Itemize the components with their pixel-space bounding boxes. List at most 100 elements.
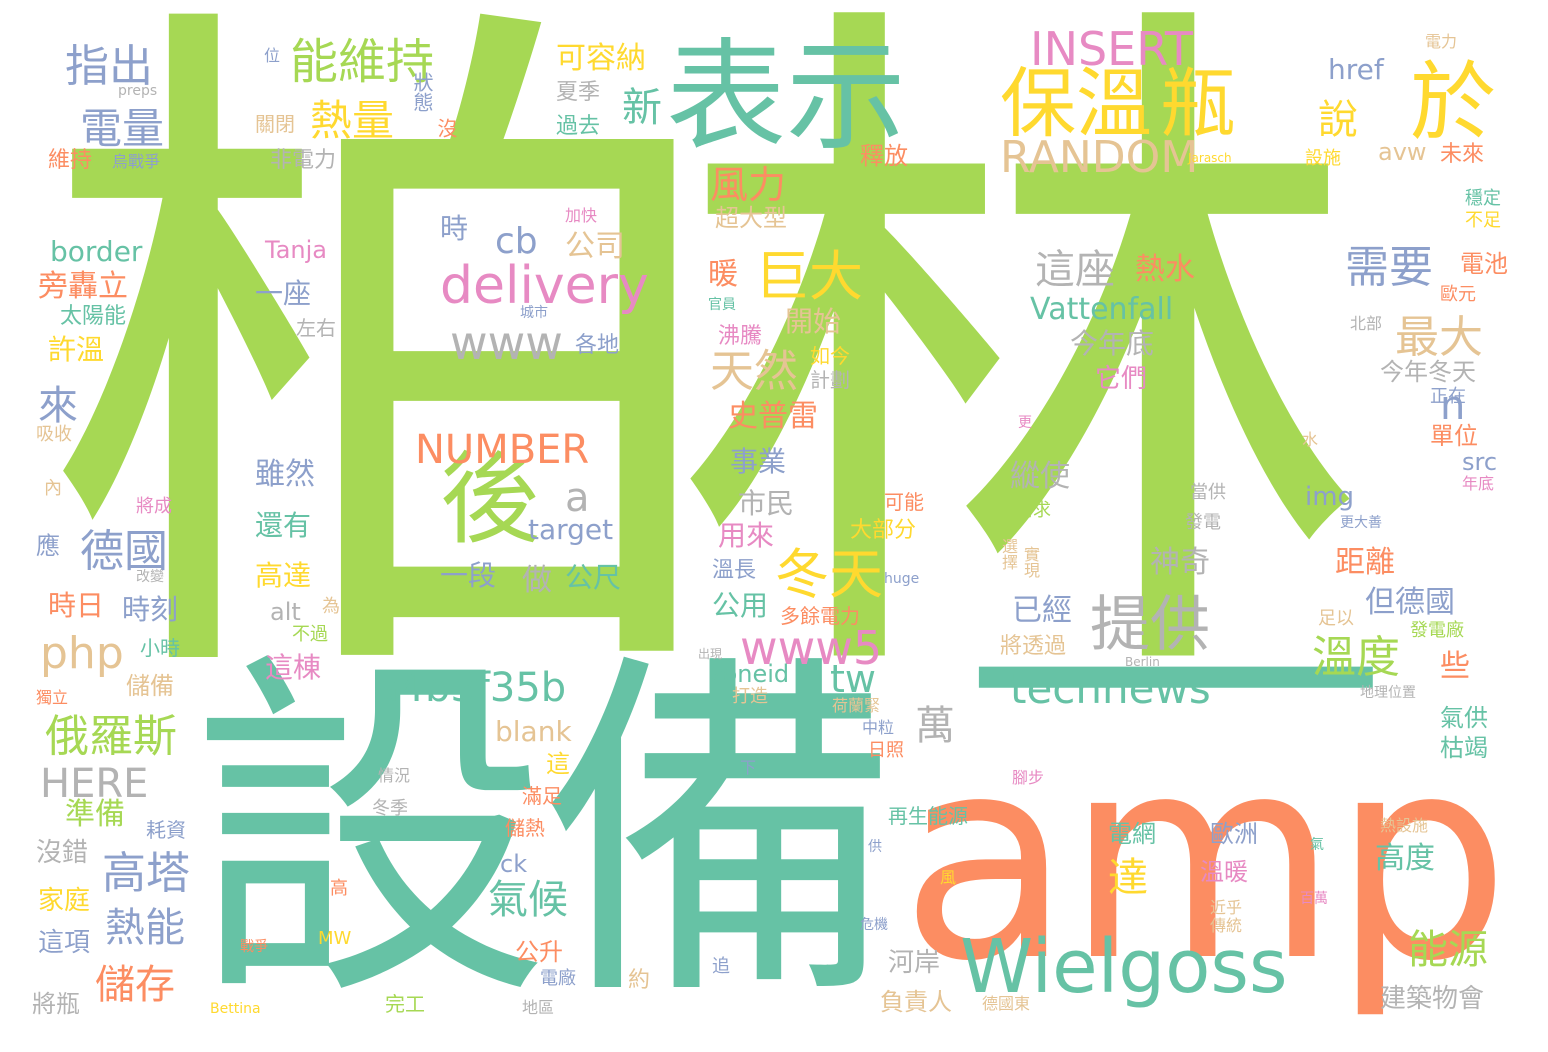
cloud-word: 家庭 — [38, 886, 91, 916]
cloud-word: Tanja — [265, 236, 327, 264]
cloud-word: ck — [500, 850, 528, 878]
cloud-word: 一段 — [440, 559, 497, 592]
cloud-word: 冬季 — [372, 798, 408, 819]
cloud-word: Vattenfall — [1030, 292, 1174, 327]
cloud-word: 沸騰 — [718, 324, 763, 349]
cloud-word: 烏戰爭 — [112, 152, 161, 171]
cloud-word: 時刻 — [122, 593, 179, 626]
cloud-word: src — [1462, 448, 1498, 476]
cloud-word: 氣候 — [488, 877, 568, 923]
cloud-word: target — [528, 513, 614, 546]
cloud-word: 這棟 — [265, 651, 322, 684]
cloud-word: 需求 — [1015, 500, 1051, 521]
cloud-word: 下 — [740, 758, 757, 777]
cloud-word: 更 — [1018, 415, 1032, 431]
cloud-word: 今年底 — [1070, 327, 1155, 360]
cloud-word: 暖 — [708, 257, 738, 292]
cloud-word: 儲熱 — [505, 816, 545, 840]
cloud-word: 熱量 — [310, 96, 395, 145]
cloud-word: 萬 — [915, 703, 955, 749]
cloud-word: 出現 — [698, 647, 723, 661]
cloud-word: 瓶 — [1160, 59, 1236, 148]
cloud-word: 供 — [868, 839, 882, 855]
cloud-word: 太陽能 — [60, 304, 127, 329]
cloud-word: 後 — [440, 441, 540, 558]
cloud-word: alt — [270, 598, 301, 626]
cloud-word: 地區 — [522, 998, 555, 1017]
cloud-word: 公尺 — [565, 561, 622, 594]
cloud-word: 熱水 — [1135, 252, 1195, 287]
cloud-word: 指出 — [65, 41, 153, 92]
cloud-word: 滿足 — [522, 784, 562, 808]
cloud-word: 許溫 — [48, 333, 105, 366]
cloud-word: HERE — [40, 761, 149, 807]
cloud-word: 神奇 — [1150, 545, 1210, 580]
cloud-word: 於 — [1410, 53, 1496, 153]
cloud-word: 能維持 — [290, 34, 435, 90]
cloud-word: 為 — [322, 596, 340, 617]
cloud-word: 溫度 — [1312, 632, 1400, 683]
cloud-word: 用來 — [718, 519, 775, 552]
cloud-word: 表示 — [666, 28, 906, 167]
cloud-word: 電廠 — [540, 968, 576, 989]
cloud-word: n — [1440, 383, 1466, 429]
cloud-word: 俄羅斯 — [45, 711, 177, 762]
cloud-word: 應 — [36, 532, 60, 560]
cloud-word: RANDOM — [1000, 132, 1199, 183]
cloud-word: 夏季 — [556, 80, 601, 105]
cloud-word: php — [40, 628, 124, 679]
cloud-word: 高達 — [255, 559, 312, 592]
cloud-word: 完工 — [385, 992, 425, 1016]
cloud-word: 未來 — [1440, 142, 1485, 167]
cloud-word: zoneid — [710, 660, 790, 688]
cloud-word: 沒錯 — [36, 838, 89, 868]
cloud-word: 年底 — [1462, 474, 1495, 493]
cloud-word: 城市 — [520, 305, 548, 321]
cloud-word: 追 — [712, 956, 730, 977]
cloud-word: www — [450, 316, 563, 370]
cloud-word: 說 — [1318, 97, 1358, 143]
cloud-word: 還有 — [255, 509, 312, 542]
cloud-word: 再生能源 — [888, 804, 968, 828]
cloud-word: 開始 — [785, 305, 842, 338]
cloud-word: 內 — [44, 478, 62, 499]
cloud-word: 戰爭 — [240, 939, 268, 955]
cloud-word: 這項 — [38, 928, 91, 958]
cloud-word: 儲存 — [95, 962, 175, 1008]
cloud-word: 時日 — [48, 589, 105, 622]
cloud-word: huge — [884, 571, 920, 587]
cloud-word: 事業 — [730, 445, 787, 478]
cloud-word: 做 — [522, 563, 552, 598]
cloud-word: MW — [318, 928, 352, 949]
cloud-word: a4b3f35b — [375, 665, 567, 711]
cloud-word: 不足 — [1465, 210, 1501, 231]
cloud-word: 這座 — [1035, 247, 1115, 293]
cloud-word: 官員 — [708, 297, 736, 313]
cloud-word: 北部 — [1350, 314, 1383, 333]
cloud-word: 史普雷 — [728, 399, 818, 434]
cloud-word: 約 — [628, 968, 651, 993]
cloud-word: 歐元 — [1440, 284, 1476, 305]
cloud-word: 公升 — [515, 938, 563, 966]
cloud-word: 電量 — [80, 104, 165, 153]
cloud-word: a — [565, 475, 590, 521]
cloud-word: 將成 — [136, 496, 172, 517]
cloud-word: 新 — [622, 85, 662, 131]
cloud-word: 左右 — [296, 316, 336, 340]
cloud-word: 高 — [330, 878, 348, 899]
cloud-word: www5 — [740, 621, 883, 675]
cloud-word: 枯竭 — [1440, 734, 1488, 762]
cloud-word: 中粒 — [862, 718, 895, 737]
cloud-word: 大部分 — [850, 518, 917, 543]
cloud-word: 位 — [264, 46, 281, 65]
cloud-word: Bettina — [210, 1001, 261, 1017]
cloud-word: 電池 — [1460, 250, 1508, 278]
cloud-word: 可能 — [884, 490, 924, 514]
cloud-word: amp — [900, 697, 1510, 1023]
cloud-word: 歐洲 — [1210, 820, 1258, 848]
cloud-word: Jarasch — [1188, 151, 1232, 165]
cloud-word: delivery — [440, 256, 649, 316]
cloud-word: 改變 — [136, 569, 164, 585]
cloud-word: INSERT — [1030, 22, 1193, 76]
cloud-word: 如今 — [810, 344, 850, 368]
